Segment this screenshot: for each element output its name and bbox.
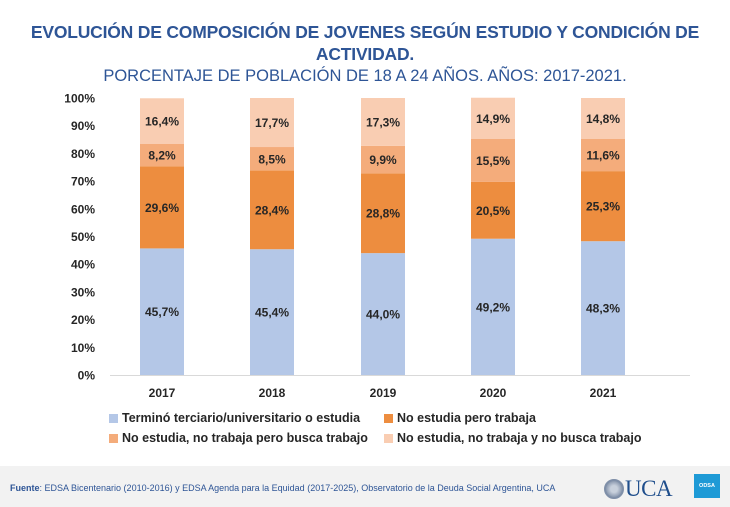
bar-segment — [140, 98, 184, 144]
legend-swatch-3 — [384, 433, 393, 443]
x-axis: 2017 2018 2019 2020 2021 — [149, 386, 617, 400]
y-tick-label: 70% — [71, 175, 95, 189]
uca-logo-text: UCA — [625, 476, 673, 501]
y-tick-label: 60% — [71, 202, 95, 216]
y-tick-label: 80% — [71, 147, 95, 161]
footer: Fuente: EDSA Bicentenario (2010-2016) y … — [0, 466, 730, 507]
legend-item-2: No estudia, no trabaja pero busca trabaj… — [109, 431, 368, 445]
bar-segment — [361, 253, 405, 375]
data-label: 17,3% — [366, 115, 400, 129]
bar-segment — [250, 98, 294, 148]
y-tick-label: 40% — [71, 258, 95, 272]
x-tick-label: 2019 — [370, 386, 397, 400]
data-label: 48,3% — [586, 302, 620, 316]
chart-subtitle: PORCENTAJE DE POBLACIÓN DE 18 A 24 AÑOS.… — [103, 67, 627, 85]
data-label: 8,2% — [148, 149, 176, 163]
legend-label-3: No estudia, no trabaja y no busca trabaj… — [397, 431, 642, 445]
y-tick-label: 100% — [64, 92, 95, 106]
legend-swatch-1 — [384, 413, 393, 423]
chart-title-line2: ACTIVIDAD. — [315, 44, 415, 64]
stacked-bar-chart: 0% 10% 20% 30% 40% 50% 60% 70% 80% 90% 100% 45,7% 2… — [64, 92, 690, 400]
data-label: 11,6% — [586, 149, 620, 163]
y-tick-label: 90% — [71, 119, 95, 133]
data-label: 45,4% — [255, 306, 289, 320]
bar-segment — [361, 98, 405, 146]
data-label: 8,5% — [258, 152, 286, 166]
legend-label-2: No estudia, no trabaja pero busca trabaj… — [122, 431, 368, 445]
bar-segment — [250, 147, 294, 171]
legend-item-3: No estudia, no trabaja y no busca trabaj… — [384, 431, 642, 445]
legend-label-1: No estudia pero trabaja — [397, 411, 536, 425]
data-label: 14,8% — [586, 112, 620, 126]
bar-segment — [361, 145, 405, 174]
bar-segment — [471, 97, 515, 139]
bar-segment — [250, 170, 294, 250]
data-label: 20,5% — [476, 204, 510, 218]
legend-item-1: No estudia pero trabaja — [384, 411, 536, 425]
bar-segment — [581, 241, 625, 375]
data-label: 29,6% — [145, 201, 179, 215]
data-label: 45,7% — [145, 305, 179, 319]
y-tick-label: 0% — [78, 369, 96, 383]
bar-segment — [140, 166, 184, 249]
source-label: Fuente — [10, 483, 40, 493]
chart-title: EVOLUCIÓN DE COMPOSICIÓN DE JOVENES SEGÚ… — [0, 21, 730, 65]
y-tick-label: 10% — [71, 341, 95, 355]
data-label: 25,3% — [586, 200, 620, 214]
data-label: 17,7% — [255, 116, 289, 130]
bar-segment — [471, 181, 515, 239]
legend-item-0: Terminó terciario/universitario o estudi… — [109, 411, 360, 425]
legend-label-0: Terminó terciario/universitario o estudi… — [122, 411, 361, 425]
data-label: 44,0% — [366, 308, 400, 322]
data-label: 28,4% — [255, 203, 289, 217]
x-tick-label: 2018 — [259, 386, 286, 400]
bar-segment — [140, 143, 184, 167]
y-tick-label: 30% — [71, 285, 95, 299]
x-tick-label: 2017 — [149, 386, 176, 400]
bar-segment — [471, 238, 515, 375]
bar-segment — [250, 249, 294, 375]
source-text: : EDSA Bicentenario (2010-2016) y EDSA A… — [39, 483, 556, 493]
legend-swatch-0 — [109, 413, 118, 423]
data-label: 49,2% — [476, 300, 510, 314]
source-note: Fuente: EDSA Bicentenario (2010-2016) y … — [10, 483, 555, 493]
bar-segment — [581, 98, 625, 139]
odsa-badge: ODSA — [694, 474, 720, 498]
bar-segment — [581, 138, 625, 172]
y-tick-label: 20% — [71, 313, 95, 327]
bars: 45,7% 29,6% 8,2% 16,4% 45,4% 28,4% 8,5% 17,7% 44… — [140, 97, 625, 375]
data-label: 9,9% — [369, 153, 397, 167]
data-label: 15,5% — [476, 154, 510, 168]
uca-logo: UCA — [604, 476, 673, 502]
bar-segment — [361, 173, 405, 254]
bar-segment — [581, 171, 625, 242]
bar-segment — [471, 138, 515, 182]
legend-swatch-2 — [109, 433, 118, 443]
data-label: 28,8% — [366, 207, 400, 221]
y-tick-label: 50% — [71, 230, 95, 244]
data-label: 14,9% — [476, 112, 510, 126]
uca-seal-icon — [604, 479, 624, 499]
data-label: 16,4% — [145, 114, 179, 128]
y-axis: 0% 10% 20% 30% 40% 50% 60% 70% 80% 90% 100% — [64, 92, 95, 383]
bar-segment — [140, 248, 184, 375]
x-tick-label: 2021 — [590, 386, 617, 400]
chart-title-line1: EVOLUCIÓN DE COMPOSICIÓN DE JOVENES SEGÚ… — [30, 22, 700, 42]
x-tick-label: 2020 — [480, 386, 507, 400]
